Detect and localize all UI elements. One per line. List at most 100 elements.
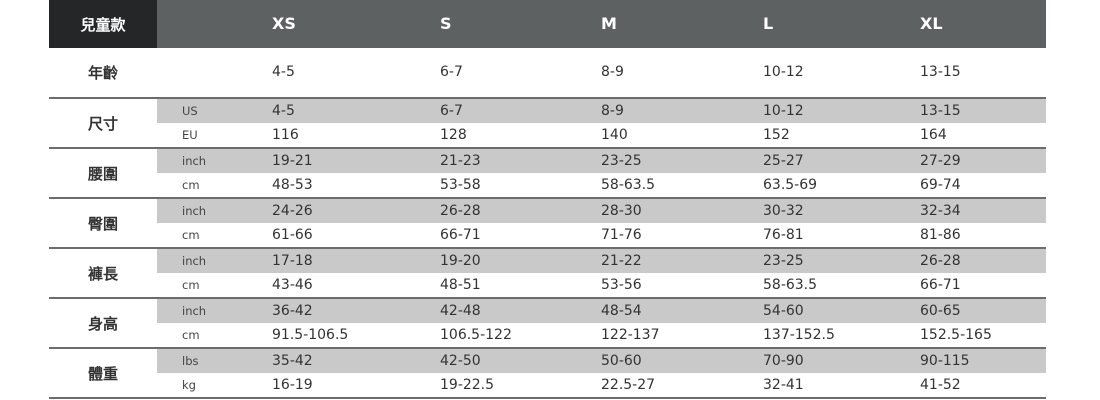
unit-label: inch xyxy=(182,304,207,318)
table-cell: 21-22 xyxy=(601,253,642,269)
table-cell: 91.5-106.5 xyxy=(272,327,349,343)
table-cell: 76-81 xyxy=(763,227,804,243)
table-cell: 19-20 xyxy=(440,253,481,269)
table-cell: 66-71 xyxy=(920,277,961,293)
table-cell: 53-58 xyxy=(440,177,481,193)
table-cell: 61-66 xyxy=(272,227,313,243)
table-cell: 23-25 xyxy=(763,253,804,269)
table-cell: 13-15 xyxy=(920,64,961,80)
table-cell: 152 xyxy=(763,127,790,143)
unit-label: inch xyxy=(182,204,207,218)
row-label: 褲長 xyxy=(87,264,118,283)
unit-label: inch xyxy=(182,154,207,168)
table-cell: 32-34 xyxy=(920,203,961,219)
table-row: cm 91.5-106.5 106.5-122 122-137 137-152.5 152… xyxy=(157,323,1046,347)
unit-label: inch xyxy=(182,254,207,268)
measurement-group: 體重 lbs 35-42 42-50 50-60 70-90 90-115 kg 16-19 19… xyxy=(49,349,1046,399)
table-cell: 48-54 xyxy=(601,303,642,319)
row-label: 腰圍 xyxy=(87,164,118,183)
measurement-group: 尺寸 US 4-5 6-7 8-9 10-12 13-15 EU 116 128 140 152 164 xyxy=(49,99,1046,149)
unit-label: cm xyxy=(182,278,200,292)
table-cell: 66-71 xyxy=(440,227,481,243)
table-cell: 26-28 xyxy=(920,253,961,269)
measurement-group: 褲長 inch 17-18 19-20 21-22 23-25 26-28 cm 43-46 48… xyxy=(49,249,1046,299)
table-row: inch 36-42 42-48 48-54 54-60 60-65 xyxy=(157,299,1046,323)
table-cell: 19-21 xyxy=(272,153,313,169)
table-cell: 10-12 xyxy=(763,103,804,119)
unit-label: lbs xyxy=(182,354,199,368)
table-cell: 28-30 xyxy=(601,203,642,219)
age-row: 年齡 4-5 6-7 8-9 10-12 13-15 xyxy=(49,48,1046,99)
table-cell: 42-48 xyxy=(440,303,481,319)
table-cell: 106.5-122 xyxy=(440,327,512,343)
table-row: cm 48-53 53-58 58-63.5 63.5-69 69-74 xyxy=(157,173,1046,197)
table-cell: 54-60 xyxy=(763,303,804,319)
table-cell: 13-15 xyxy=(920,103,961,119)
table-cell: 63.5-69 xyxy=(763,177,818,193)
table-row: inch 17-18 19-20 21-22 23-25 26-28 xyxy=(157,249,1046,273)
table-row: US 4-5 6-7 8-9 10-12 13-15 xyxy=(157,99,1046,123)
measurement-group: 身高 inch 36-42 42-48 48-54 54-60 60-65 cm 91.5-10… xyxy=(49,299,1046,349)
table-cell: 70-90 xyxy=(763,353,804,369)
table-cell: 140 xyxy=(601,127,628,143)
unit-label: cm xyxy=(182,228,200,242)
table-cell: 43-46 xyxy=(272,277,313,293)
table-row: kg 16-19 19-22.5 22.5-27 32-41 41-52 xyxy=(157,373,1046,397)
table-row: cm 43-46 48-51 53-56 58-63.5 66-71 xyxy=(157,273,1046,297)
table-cell: 26-28 xyxy=(440,203,481,219)
table-row: inch 19-21 21-23 23-25 25-27 27-29 xyxy=(157,149,1046,173)
table-cell: 25-27 xyxy=(763,153,804,169)
table-row: cm 61-66 66-71 71-76 76-81 81-86 xyxy=(157,223,1046,247)
table-cell: 53-56 xyxy=(601,277,642,293)
table-cell: 35-42 xyxy=(272,353,313,369)
table-row: EU 116 128 140 152 164 xyxy=(157,123,1046,147)
table-cell: 23-25 xyxy=(601,153,642,169)
row-label: 體重 xyxy=(87,364,118,383)
size-header-m: M xyxy=(601,14,617,33)
table-cell: 32-41 xyxy=(763,377,804,393)
table-cell: 8-9 xyxy=(601,64,624,80)
table-cell: 41-52 xyxy=(920,377,961,393)
table-cell: 48-51 xyxy=(440,277,481,293)
table-cell: 137-152.5 xyxy=(763,327,835,343)
unit-label: kg xyxy=(182,378,196,392)
table-cell: 50-60 xyxy=(601,353,642,369)
table-row: lbs 35-42 42-50 50-60 70-90 90-115 xyxy=(157,349,1046,373)
table-cell: 128 xyxy=(440,127,467,143)
size-header-xs: XS xyxy=(272,14,296,33)
table-cell: 90-115 xyxy=(920,353,970,369)
table-cell: 24-26 xyxy=(272,203,313,219)
table-cell: 69-74 xyxy=(920,177,961,193)
table-cell: 58-63.5 xyxy=(601,177,656,193)
table-header: 兒童款 XS S M L XL xyxy=(49,0,1046,48)
table-cell: 22.5-27 xyxy=(601,377,656,393)
row-label: 尺寸 xyxy=(87,114,118,133)
size-header-s: S xyxy=(440,14,452,33)
measurement-group: 腰圍 inch 19-21 21-23 23-25 25-27 27-29 cm 48-53 53… xyxy=(49,149,1046,199)
size-chart-table: 兒童款 XS S M L XL 年齡 4-5 6-7 8-9 10-12 13-… xyxy=(49,0,1046,399)
table-cell: 6-7 xyxy=(440,103,463,119)
table-cell: 164 xyxy=(920,127,947,143)
table-cell: 17-18 xyxy=(272,253,313,269)
table-cell: 4-5 xyxy=(272,103,295,119)
row-label: 年齡 xyxy=(87,64,118,82)
table-cell: 58-63.5 xyxy=(763,277,818,293)
table-cell: 27-29 xyxy=(920,153,961,169)
unit-label: cm xyxy=(182,178,200,192)
measurement-group: 臀圍 inch 24-26 26-28 28-30 30-32 32-34 cm 61-66 66… xyxy=(49,199,1046,249)
table-cell: 60-65 xyxy=(920,303,961,319)
unit-label: EU xyxy=(182,128,198,142)
table-cell: 21-23 xyxy=(440,153,481,169)
table-cell: 30-32 xyxy=(763,203,804,219)
table-cell: 71-76 xyxy=(601,227,642,243)
table-cell: 116 xyxy=(272,127,299,143)
table-cell: 122-137 xyxy=(601,327,660,343)
unit-label: cm xyxy=(182,328,200,342)
table-row: inch 24-26 26-28 28-30 30-32 32-34 xyxy=(157,199,1046,223)
row-label: 身高 xyxy=(87,314,118,333)
size-header-xl: XL xyxy=(920,14,943,33)
table-cell: 42-50 xyxy=(440,353,481,369)
table-cell: 4-5 xyxy=(272,64,295,80)
table-cell: 16-19 xyxy=(272,377,313,393)
table-cell: 81-86 xyxy=(920,227,961,243)
